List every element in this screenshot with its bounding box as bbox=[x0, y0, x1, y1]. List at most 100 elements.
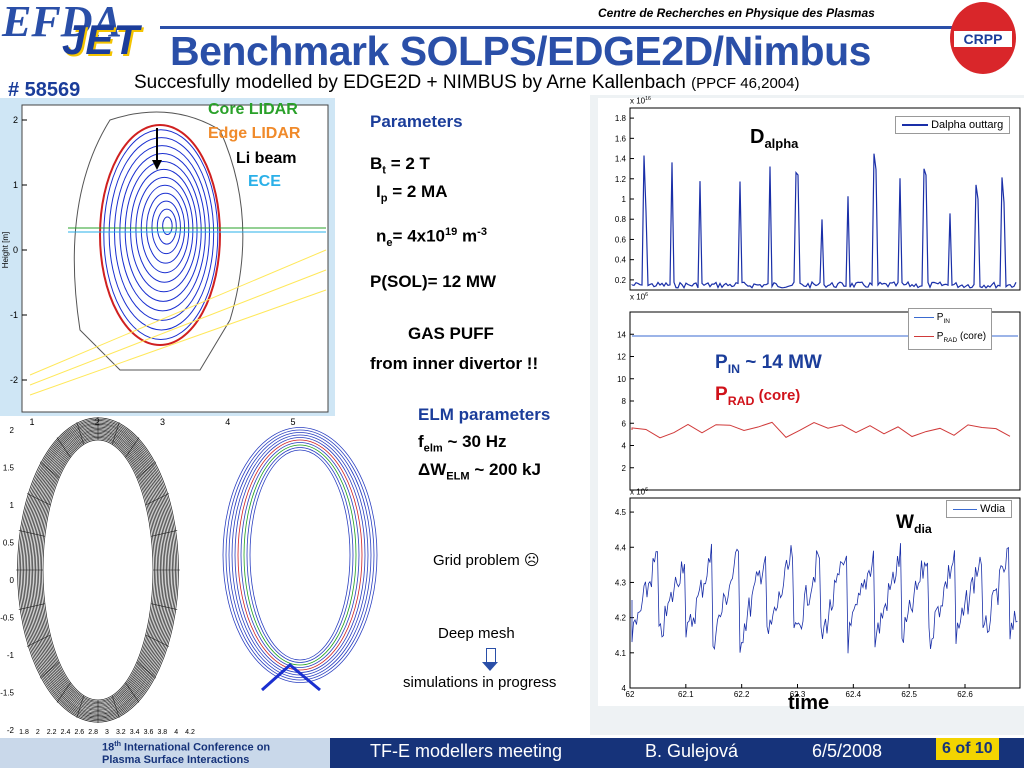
t: P bbox=[936, 312, 944, 323]
flux-surface bbox=[103, 129, 219, 340]
los-line bbox=[29, 269, 327, 386]
mesh-line bbox=[249, 449, 351, 661]
pin-label: PIN ~ 14 MW bbox=[715, 352, 822, 376]
x-tick-label: 3.4 bbox=[130, 729, 140, 736]
logo-jet: JET bbox=[62, 16, 140, 63]
y-tick-label: 1 bbox=[622, 195, 627, 204]
y-tick-label: 0 bbox=[10, 576, 15, 585]
param-ip: Ip = 2 MA bbox=[376, 182, 447, 204]
mesh-line bbox=[240, 442, 360, 668]
y-tick-label: 1 bbox=[10, 501, 15, 510]
x-tick-label: 3 bbox=[105, 729, 109, 736]
flux-surface bbox=[108, 137, 215, 331]
y-tick-label: 4 bbox=[622, 684, 627, 693]
x-tick-label: 2.8 bbox=[88, 729, 98, 736]
li-arrowhead bbox=[152, 160, 162, 170]
y-tick-label: 4.4 bbox=[615, 543, 627, 552]
t: (core) bbox=[957, 331, 987, 342]
elm-w: ΔWELM ~ 200 kJ bbox=[418, 460, 541, 482]
power-legend: PIN PRAD (core) bbox=[908, 308, 993, 350]
mesh-line bbox=[151, 603, 178, 610]
x-tick-label: 4 bbox=[225, 417, 230, 427]
date: 6/5/2008 bbox=[812, 741, 883, 761]
diag-li-beam: Li beam bbox=[236, 150, 297, 167]
t: f bbox=[418, 432, 424, 451]
y-tick-label: -1.5 bbox=[0, 689, 14, 698]
note-grid: Grid problem ☹ bbox=[433, 552, 540, 569]
los-line bbox=[29, 249, 327, 376]
x-tick-label: 62.4 bbox=[846, 690, 862, 699]
trace-wdia bbox=[631, 543, 1018, 654]
x-tick-label: 2.2 bbox=[47, 729, 57, 736]
wdia-legend: Wdia bbox=[946, 500, 1013, 518]
t: ELM bbox=[446, 470, 470, 483]
note-mesh: Deep mesh bbox=[438, 625, 515, 642]
mesh-line bbox=[76, 695, 85, 718]
y-tick-label: -2 bbox=[10, 375, 18, 385]
los-line bbox=[29, 289, 327, 396]
gas-location: from inner divertor !! bbox=[370, 354, 539, 373]
y-tick-label: 8 bbox=[622, 397, 627, 406]
y-tick-label: 1.2 bbox=[615, 175, 627, 184]
x-tick-label: 62.6 bbox=[957, 690, 973, 699]
t: alpha bbox=[764, 136, 799, 151]
shot: # 58569 bbox=[8, 79, 81, 101]
t: 6 bbox=[645, 292, 649, 298]
t: Wdia bbox=[980, 503, 1006, 515]
t: RAD bbox=[943, 337, 958, 344]
x-tick-label: 4 bbox=[174, 729, 178, 736]
note-sim: simulations in progress bbox=[403, 674, 557, 691]
x-tick-label: 62.1 bbox=[678, 690, 694, 699]
y-tick-label: 2 bbox=[622, 464, 627, 473]
x-tick-label: 3 bbox=[160, 417, 165, 427]
t: IN bbox=[727, 361, 741, 376]
y-tick-label: 1.4 bbox=[615, 155, 627, 164]
param-ne: ne= 4x1019 m-3 bbox=[376, 226, 487, 249]
logo-efda: EFDA bbox=[2, 0, 122, 46]
y-tick-label: 0.4 bbox=[615, 256, 627, 265]
mesh-line bbox=[39, 461, 60, 479]
logo-crpp: CRPP bbox=[954, 31, 1012, 47]
mesh-line bbox=[56, 682, 71, 703]
legend-swatch bbox=[953, 508, 977, 510]
down-arrow-head bbox=[482, 662, 498, 671]
exp2: x 106 bbox=[630, 292, 648, 302]
exp1: x 1016 bbox=[630, 96, 651, 106]
mesh-line bbox=[243, 444, 357, 666]
plot3-bg bbox=[598, 496, 1024, 706]
y-tick-label: -1 bbox=[7, 651, 15, 660]
mesh-line bbox=[145, 634, 170, 647]
t: p bbox=[380, 192, 388, 205]
x-tick-label: 3.2 bbox=[116, 729, 126, 736]
mesh-line bbox=[111, 422, 120, 445]
t: (core) bbox=[754, 387, 801, 404]
trace-prad bbox=[631, 421, 1011, 439]
y-tick-label: 1 bbox=[13, 180, 18, 190]
mesh-line bbox=[246, 447, 354, 663]
y-axis-label: Height [m] bbox=[1, 232, 10, 268]
t: x 10 bbox=[630, 96, 646, 106]
flux-surface bbox=[151, 200, 181, 255]
t: m bbox=[457, 226, 478, 246]
mesh-line bbox=[56, 437, 71, 458]
t: ~ 30 Hz bbox=[442, 432, 507, 451]
title: Benchmark SOLPS/EDGE2D/Nimbus bbox=[170, 28, 871, 74]
x-tick-label: 5 bbox=[290, 417, 295, 427]
mesh-line bbox=[237, 439, 363, 671]
flux-surface bbox=[162, 216, 173, 236]
t: x 10 bbox=[630, 292, 646, 302]
meeting: TF-E modellers meeting bbox=[370, 741, 563, 761]
t: IN bbox=[943, 318, 950, 325]
t: P bbox=[715, 384, 728, 405]
y-tick-label: -1 bbox=[10, 310, 18, 320]
diag-ece: ECE bbox=[248, 173, 281, 190]
param-psol: P(SOL)= 12 MW bbox=[370, 272, 497, 291]
mesh-line bbox=[26, 493, 51, 506]
flux-surface bbox=[140, 184, 190, 274]
flux-surface bbox=[124, 160, 202, 302]
y-tick-label: 4 bbox=[622, 442, 627, 451]
flux-surface bbox=[130, 168, 198, 293]
t: -3 bbox=[477, 226, 487, 238]
conf-line2: Plasma Surface Interactions bbox=[102, 754, 250, 766]
